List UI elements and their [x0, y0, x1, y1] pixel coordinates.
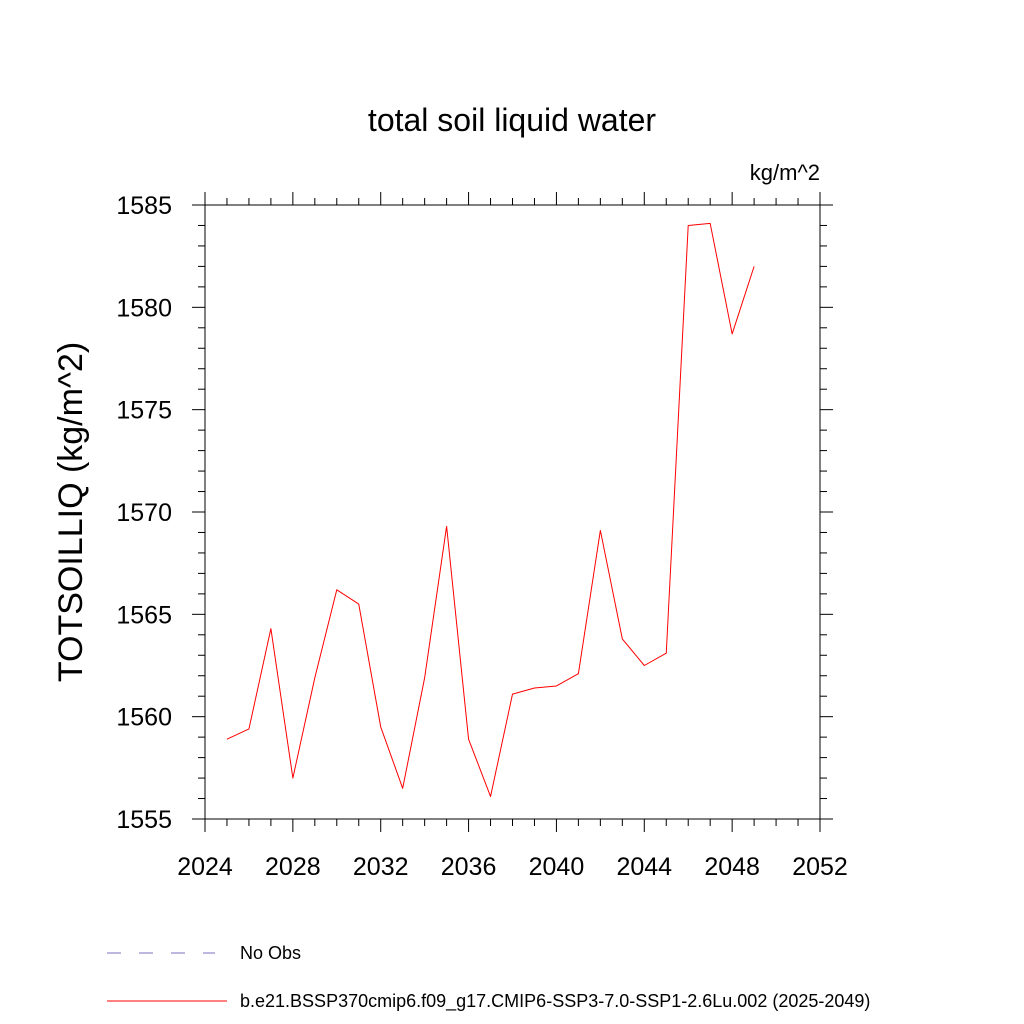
y-axis-label: TOTSOILLIQ (kg/m^2)	[52, 342, 90, 682]
legend-label: b.e21.BSSP370cmip6.f09_g17.CMIP6-SSP3-7.…	[240, 991, 870, 1012]
y-tick-label: 1580	[116, 294, 172, 322]
x-tick-label: 2048	[704, 853, 760, 881]
y-tick-label: 1585	[116, 192, 172, 220]
x-tick-label: 2044	[616, 853, 672, 881]
chart-title: total soil liquid water	[368, 102, 656, 138]
x-tick-label: 2024	[177, 853, 233, 881]
y-tick-label: 1555	[116, 806, 172, 834]
x-tick-label: 2032	[353, 853, 409, 881]
series-line	[226, 222, 755, 797]
x-tick-label: 2028	[265, 853, 321, 881]
axis-ticks: 2024 2028 2032 2036 2040 2044 2048 2052 1555 1560…	[116, 192, 848, 881]
y-tick-label: 1570	[116, 499, 172, 527]
x-tick-label: 2040	[529, 853, 585, 881]
series-layer	[226, 222, 755, 797]
y-tick-label: 1560	[116, 704, 172, 732]
x-tick-label: 2036	[441, 853, 497, 881]
y-tick-label: 1575	[116, 397, 172, 425]
x-tick-label: 2052	[792, 853, 848, 881]
units-label: kg/m^2	[750, 160, 820, 185]
y-tick-label: 1565	[116, 601, 172, 629]
legend: No Obs b.e21.BSSP370cmip6.f09_g17.CMIP6-S…	[107, 943, 870, 1012]
legend-label: No Obs	[240, 943, 301, 963]
plot-frame	[204, 204, 821, 820]
